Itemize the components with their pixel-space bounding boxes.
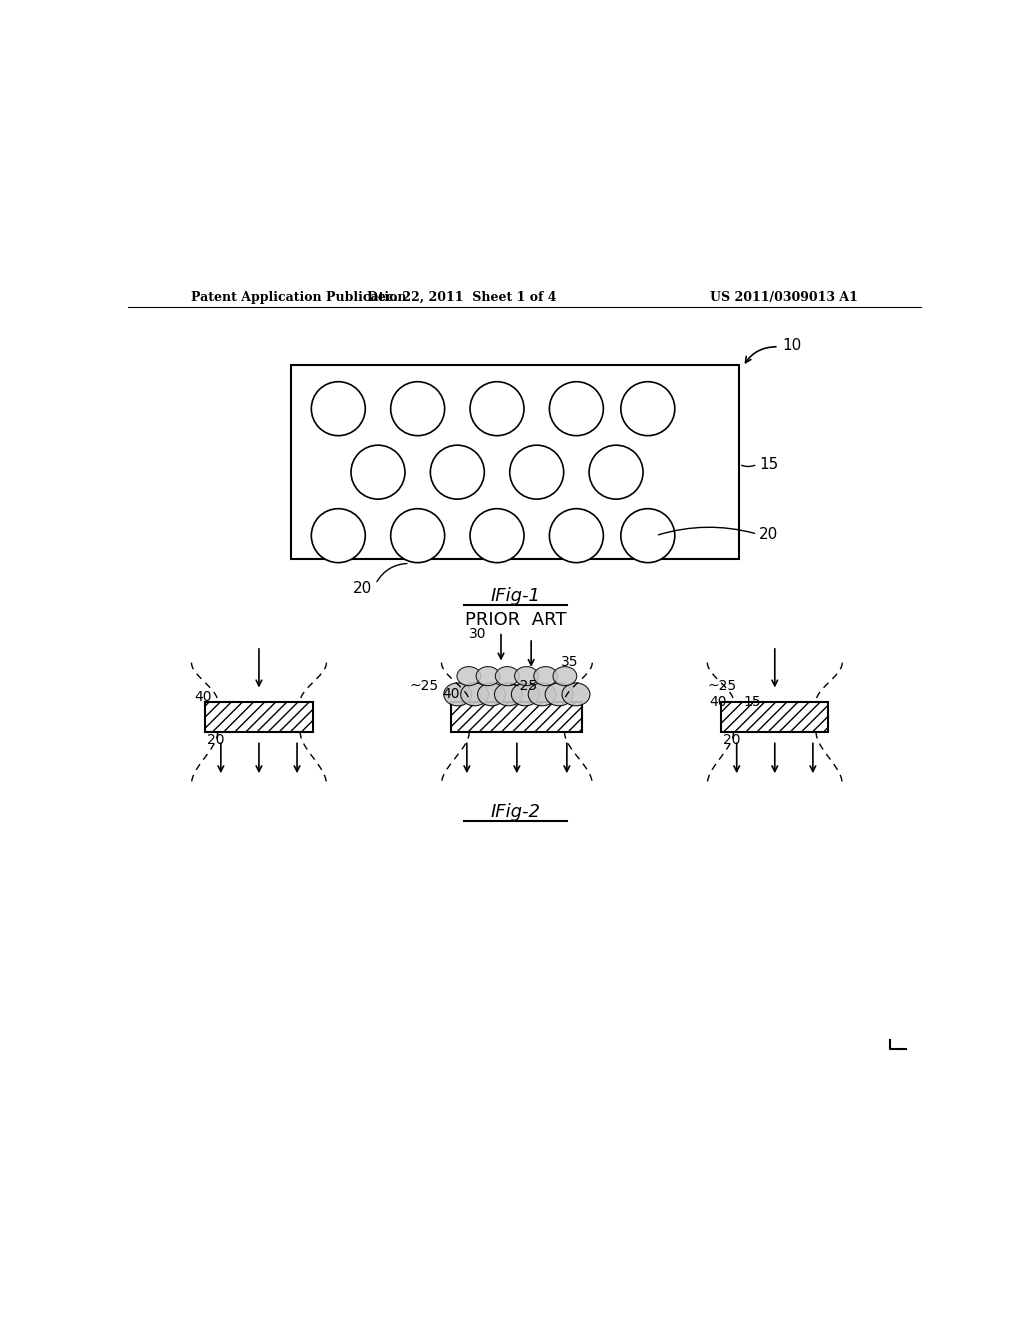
Text: 40: 40	[194, 690, 211, 704]
Ellipse shape	[550, 381, 603, 436]
Text: IFig-2: IFig-2	[490, 803, 541, 821]
Ellipse shape	[528, 682, 556, 706]
Text: 20: 20	[207, 734, 225, 747]
Text: 40: 40	[710, 696, 727, 709]
Bar	[721, 701, 828, 731]
Ellipse shape	[511, 682, 540, 706]
Ellipse shape	[476, 667, 500, 685]
Text: 20: 20	[723, 734, 740, 747]
Text: 10: 10	[782, 338, 802, 352]
Text: 15: 15	[743, 696, 761, 709]
Ellipse shape	[430, 445, 484, 499]
Text: US 2011/0309013 A1: US 2011/0309013 A1	[711, 292, 858, 304]
Text: Patent Application Publication: Patent Application Publication	[191, 292, 407, 304]
Ellipse shape	[515, 667, 539, 685]
Ellipse shape	[553, 667, 577, 685]
Ellipse shape	[510, 445, 563, 499]
Ellipse shape	[621, 508, 675, 562]
Ellipse shape	[461, 682, 488, 706]
Ellipse shape	[311, 508, 366, 562]
Ellipse shape	[621, 381, 675, 436]
Ellipse shape	[550, 508, 603, 562]
Text: PRIOR  ART: PRIOR ART	[465, 611, 566, 630]
Ellipse shape	[477, 682, 506, 706]
Text: Dec. 22, 2011  Sheet 1 of 4: Dec. 22, 2011 Sheet 1 of 4	[367, 292, 556, 304]
Bar	[206, 701, 312, 731]
Ellipse shape	[496, 667, 519, 685]
Text: 40: 40	[442, 686, 460, 701]
Ellipse shape	[589, 445, 643, 499]
Text: 20: 20	[352, 581, 372, 597]
Ellipse shape	[470, 508, 524, 562]
Text: ~25: ~25	[509, 680, 538, 693]
Ellipse shape	[470, 381, 524, 436]
Bar	[452, 701, 583, 731]
Ellipse shape	[562, 682, 590, 706]
Text: ~25: ~25	[708, 680, 736, 693]
Text: 35: 35	[560, 655, 578, 669]
Text: ~25: ~25	[410, 680, 439, 693]
Ellipse shape	[351, 445, 404, 499]
Ellipse shape	[443, 682, 472, 706]
Text: IFig-1: IFig-1	[490, 587, 541, 606]
Ellipse shape	[534, 667, 558, 685]
Text: 15: 15	[759, 457, 778, 471]
Ellipse shape	[391, 508, 444, 562]
Text: 20: 20	[759, 527, 778, 541]
Bar	[291, 366, 739, 560]
Ellipse shape	[545, 682, 573, 706]
Ellipse shape	[457, 667, 480, 685]
Text: 30: 30	[469, 627, 486, 642]
Ellipse shape	[495, 682, 522, 706]
Ellipse shape	[391, 381, 444, 436]
Ellipse shape	[311, 381, 366, 436]
